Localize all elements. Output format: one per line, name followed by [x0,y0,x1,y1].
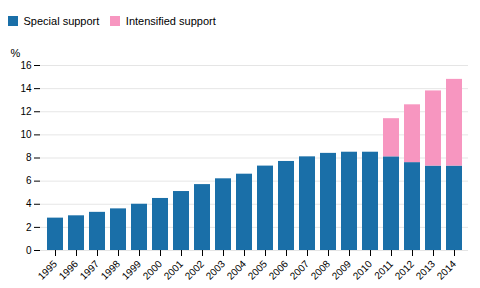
svg-text:2003: 2003 [204,257,228,281]
svg-text:1999: 1999 [120,257,144,281]
html-text:Special support: Special support [23,14,100,27]
svg-text:%: % [11,47,21,59]
svg-text:1997: 1997 [78,257,102,281]
svg-text:2009: 2009 [330,257,354,281]
svg-text:2001: 2001 [162,257,186,281]
svg-text:2005: 2005 [246,257,270,281]
svg-text:2013: 2013 [414,257,438,281]
svg-text:6: 6 [26,175,32,186]
svg-text:2008: 2008 [309,257,333,281]
svg-text:4: 4 [26,198,32,209]
svg-text:2010: 2010 [351,257,375,281]
svg-text:0: 0 [26,244,32,255]
svg-text:2012: 2012 [393,257,417,281]
svg-text:2007: 2007 [288,257,312,281]
svg-text:16: 16 [20,59,32,70]
svg-text:1995: 1995 [36,257,60,281]
svg-text:2004: 2004 [225,257,249,281]
svg-text:10: 10 [20,129,32,140]
svg-text:2014: 2014 [435,257,459,281]
svg-text:2006: 2006 [267,257,291,281]
svg-text:2: 2 [26,221,32,232]
svg-text:1998: 1998 [99,257,123,281]
html-text:Intensified support: Intensified support [125,14,216,27]
svg-text:1996: 1996 [57,257,81,281]
svg-text:2011: 2011 [372,257,395,280]
svg-text:2000: 2000 [141,257,165,281]
svg-text:8: 8 [26,152,32,163]
svg-text:12: 12 [20,105,32,116]
svg-text:14: 14 [20,82,32,93]
svg-text:2002: 2002 [183,257,207,281]
